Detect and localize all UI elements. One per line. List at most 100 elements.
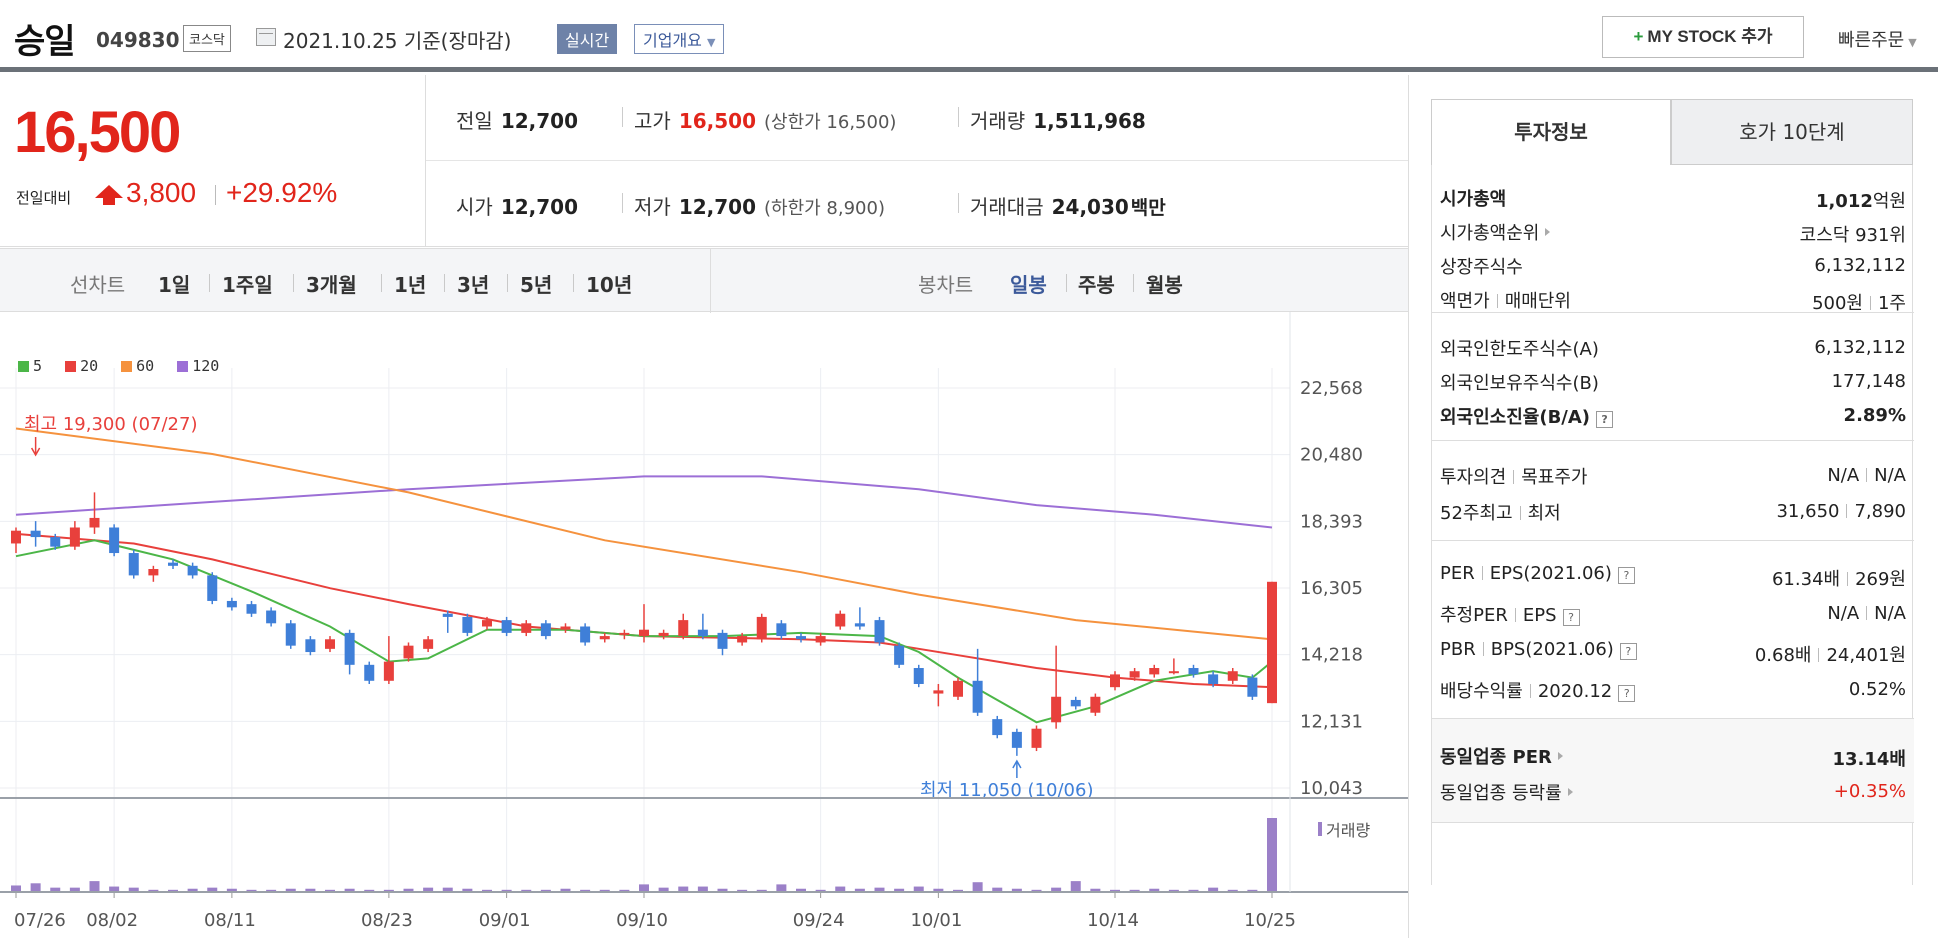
industry-change-text: 동일업종 등락률 xyxy=(1440,783,1562,804)
tab-3-months[interactable]: 3개월 xyxy=(306,273,357,297)
industry-per-text: 동일업종 PER xyxy=(1440,747,1552,768)
help-icon[interactable]: ? xyxy=(1562,609,1580,626)
candlestick-chart-svg: 최고 19,300 (07/27) 최저 11,050 (10/06) 거래량 2… xyxy=(0,312,1408,931)
help-icon[interactable]: ? xyxy=(1596,411,1614,428)
info-row-dividend: 배당수익률 2020.12? 0.52% xyxy=(1432,675,1914,705)
company-overview-dropdown[interactable]: 기업개요 ▼ xyxy=(634,24,725,54)
candle-body xyxy=(756,616,767,640)
legend-item: 120 xyxy=(177,357,219,375)
lot-value: 1주 xyxy=(1877,293,1906,314)
tab-1-week[interactable]: 1주일 xyxy=(222,273,273,297)
volume-bar xyxy=(619,889,630,892)
investment-info-body: 시가총액 1,012억원 시가총액순위 코스닥 931위 상장주식수 6,132… xyxy=(1431,165,1914,885)
chevron-down-icon: ▼ xyxy=(706,36,716,49)
volume-bar xyxy=(482,889,492,892)
candle-body xyxy=(501,620,512,633)
realtime-button[interactable]: 실시간 xyxy=(557,24,618,54)
volume-bar xyxy=(1247,889,1258,892)
info-row-market-cap-rank[interactable]: 시가총액순위 코스닥 931위 xyxy=(1432,217,1914,247)
tab-1-day[interactable]: 1일 xyxy=(158,273,191,297)
opinion-value: N/A xyxy=(1827,465,1860,486)
legend-item: 5 xyxy=(18,357,42,375)
price-chart[interactable]: 5 20 60 120 최고 19,300 (07/27) 최저 11,050 (… xyxy=(0,312,1408,938)
stat-low: 저가 12,700 (하한가 8,900) xyxy=(634,191,885,220)
info-row-industry-change[interactable]: 동일업종 등락률 +0.35% xyxy=(1432,777,1914,807)
tab-order-book[interactable]: 호가 10단계 xyxy=(1671,99,1913,165)
tab-investment-info[interactable]: 투자정보 xyxy=(1431,99,1671,165)
stats-row: 시가 12,700 저가 12,700 (하한가 8,900) 거래대금 24,030 백… xyxy=(426,161,1408,247)
foreign-limit-value: 6,132,112 xyxy=(1814,337,1906,358)
volume-bar xyxy=(658,887,669,892)
info-group-valuation: PER EPS(2021.06)? 61.34배 269원 추정PER EPS? N/… xyxy=(1432,541,1914,719)
legend-item: 60 xyxy=(121,357,154,375)
stat-low-label: 저가 xyxy=(634,195,671,219)
candle-body xyxy=(1129,671,1140,678)
volume-label: 거래량 xyxy=(1326,821,1370,840)
x-tick-label: 09/10 xyxy=(616,910,668,931)
tab-10-years[interactable]: 10년 xyxy=(586,273,633,297)
info-row-opinion: 투자의견 목표주가 N/A N/A xyxy=(1432,461,1914,491)
candle-body xyxy=(344,632,355,665)
help-icon[interactable]: ? xyxy=(1619,643,1637,660)
est-per-label: 추정PER xyxy=(1440,605,1508,626)
w52-high-label: 52주최고 xyxy=(1440,503,1513,524)
legend-swatch xyxy=(121,361,133,372)
price-stats: 전일 12,700 고가 16,500 (상한가 16,500) 거래량 1,511,9… xyxy=(426,75,1408,247)
volume-bar xyxy=(697,886,708,892)
legend-swatch xyxy=(177,361,189,372)
per-value: 61.34배 xyxy=(1771,569,1841,590)
x-tick-label: 10/14 xyxy=(1087,910,1139,931)
info-row-per: PER EPS(2021.06)? 61.34배 269원 xyxy=(1432,561,1914,591)
volume-bar xyxy=(815,889,826,892)
tab-monthly-candle[interactable]: 월봉 xyxy=(1146,273,1183,297)
help-icon[interactable]: ? xyxy=(1618,685,1636,702)
tab-1-year[interactable]: 1년 xyxy=(394,273,427,297)
candle-body xyxy=(69,527,80,547)
volume-bar xyxy=(69,887,80,892)
tab-daily-candle[interactable]: 일봉 xyxy=(1010,273,1047,297)
volume-bar xyxy=(1168,889,1179,892)
candle-body xyxy=(168,562,178,566)
volume-bar xyxy=(717,888,728,892)
candle-body xyxy=(678,620,689,637)
candle-body xyxy=(442,613,453,617)
volume-bar xyxy=(501,889,512,892)
volume-bar xyxy=(756,889,767,892)
tab-weekly-candle[interactable]: 주봉 xyxy=(1078,273,1115,297)
investment-info-panel: 투자정보 호가 10단계 시가총액 1,012억원 시가총액순위 코스닥 931… xyxy=(1408,75,1938,938)
quick-order-button[interactable]: 빠른주문 ▼ xyxy=(1838,26,1917,52)
my-stock-add-button[interactable]: + MY STOCK 추가 xyxy=(1602,16,1804,58)
info-row-industry-per[interactable]: 동일업종 PER 13.14배 xyxy=(1432,741,1914,771)
volume-bar xyxy=(992,887,1003,892)
low-arrow-head xyxy=(1012,759,1022,769)
market-cap-rank-label: 시가총액순위 xyxy=(1440,219,1551,245)
tab-3-years[interactable]: 3년 xyxy=(457,273,490,297)
company-overview-label: 기업개요 xyxy=(643,31,702,50)
y-tick-label: 18,393 xyxy=(1300,511,1363,532)
candle-body xyxy=(972,680,983,713)
dividend-period: 2020.12 xyxy=(1537,681,1613,702)
stat-open-value: 12,700 xyxy=(500,195,578,219)
tab-5-years[interactable]: 5년 xyxy=(520,273,553,297)
info-row-shares: 상장주식수 6,132,112 xyxy=(1432,251,1914,281)
divider xyxy=(1866,606,1868,620)
volume-bar xyxy=(1011,888,1022,892)
est-eps-label: EPS xyxy=(1522,605,1557,626)
volume-bar xyxy=(364,889,375,892)
candle-body xyxy=(11,530,21,544)
volume-bar xyxy=(207,887,218,892)
pbr-label: PBR xyxy=(1440,639,1476,660)
candle-body xyxy=(1090,696,1101,713)
volume-bar xyxy=(560,888,571,892)
divider xyxy=(958,107,959,127)
bps-value: 24,401원 xyxy=(1826,645,1906,666)
volume-bar xyxy=(30,883,41,892)
volume-bar xyxy=(540,889,551,892)
w52-low-label: 최저 xyxy=(1527,503,1561,524)
help-icon[interactable]: ? xyxy=(1617,567,1635,584)
candle-body xyxy=(207,575,218,601)
divider xyxy=(1846,504,1848,518)
info-group-industry: 동일업종 PER 13.14배 동일업종 등락률 +0.35% xyxy=(1432,719,1914,823)
candle-body xyxy=(1267,581,1277,704)
divider xyxy=(622,107,623,127)
